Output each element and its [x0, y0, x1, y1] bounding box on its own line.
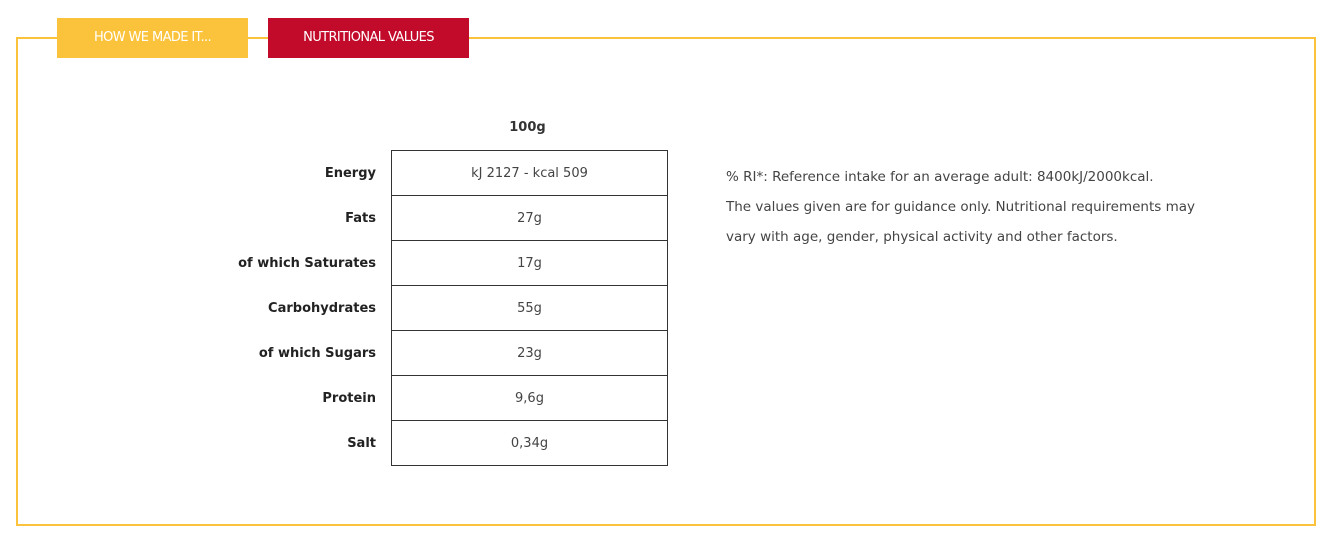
- row-label: Energy: [324, 165, 376, 181]
- table-row: Fats 27g: [200, 195, 668, 241]
- row-label: Carbohydrates: [268, 300, 376, 316]
- row-value: 9,6g: [391, 375, 668, 421]
- column-header: 100g: [509, 120, 546, 135]
- row-value: 23g: [391, 330, 668, 376]
- row-label: Protein: [322, 390, 376, 406]
- table-row: of which Sugars 23g: [200, 330, 668, 376]
- row-value: 17g: [391, 240, 668, 286]
- row-label: Salt: [347, 435, 376, 451]
- table-row: Energy kJ 2127 - kcal 509: [200, 150, 668, 196]
- table-row: Carbohydrates 55g: [200, 285, 668, 331]
- nutrition-table: Energy kJ 2127 - kcal 509 Fats 27g of which …: [200, 150, 668, 466]
- content-frame: [16, 37, 1316, 526]
- table-row: Salt 0,34g: [200, 420, 668, 466]
- row-value: 55g: [391, 285, 668, 331]
- note-line-1: % RI*: Reference intake for an average a…: [726, 169, 1154, 185]
- row-label: of which Saturates: [238, 255, 376, 271]
- reference-note: % RI*: Reference intake for an average a…: [726, 162, 1226, 252]
- table-row: Protein 9,6g: [200, 375, 668, 421]
- row-value: kJ 2127 - kcal 509: [391, 150, 668, 196]
- row-value: 0,34g: [391, 420, 668, 466]
- note-line-2: The values given are for guidance only. …: [726, 199, 1196, 245]
- tab-nutritional-values[interactable]: NUTRITIONAL VALUES: [268, 18, 469, 58]
- row-label: Fats: [345, 210, 376, 226]
- table-row: of which Saturates 17g: [200, 240, 668, 286]
- row-label: of which Sugars: [258, 345, 376, 361]
- row-value: 27g: [391, 195, 668, 241]
- tab-how-we-made-it[interactable]: HOW WE MADE IT...: [57, 18, 248, 58]
